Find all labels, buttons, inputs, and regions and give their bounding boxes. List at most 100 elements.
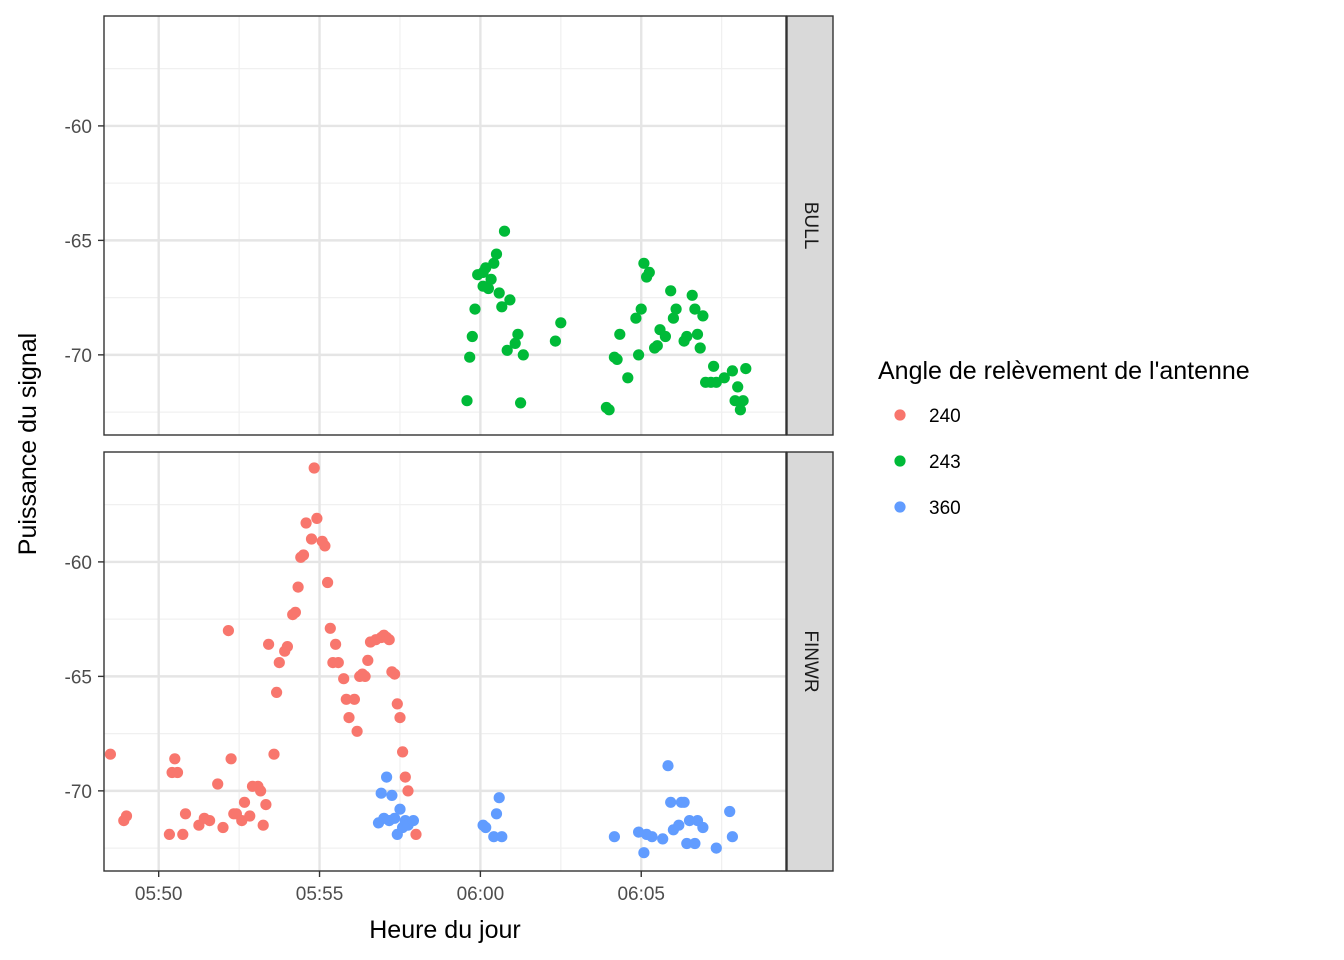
data-point [289, 606, 301, 618]
data-point [324, 622, 336, 634]
data-point [359, 670, 371, 683]
data-point [332, 657, 344, 669]
data-point [225, 753, 237, 765]
panels-layer: BULL -60 -65 -70 FINWR -60 -65 -70 05:50 05:55 06:… [65, 15, 834, 905]
y-tick-label: -65 [65, 667, 92, 688]
data-point [281, 641, 293, 653]
data-point [260, 799, 272, 811]
data-point [292, 581, 304, 593]
data-point [549, 335, 562, 347]
data-point [501, 344, 513, 356]
data-point [737, 395, 749, 407]
x-tick-label: 06:00 [457, 884, 505, 905]
y-tick-label: -60 [65, 553, 92, 574]
legend-key-360 [894, 501, 906, 513]
data-point [177, 828, 189, 841]
data-point [381, 771, 393, 783]
data-point [673, 819, 685, 831]
data-point [340, 693, 352, 705]
data-point [169, 753, 181, 765]
data-point [263, 638, 275, 650]
panel-bull: BULL -60 -65 -70 [65, 15, 834, 436]
data-point [469, 303, 481, 315]
strip-background [786, 15, 834, 436]
data-point [496, 831, 508, 843]
data-point [362, 654, 374, 667]
data-point [635, 303, 647, 315]
data-point [651, 340, 663, 352]
series-243 [461, 225, 752, 416]
x-tick-label: 05:55 [296, 884, 344, 905]
data-point [268, 748, 280, 760]
legend-label-240: 240 [929, 406, 961, 427]
panel-finwr: FINWR -60 -65 -70 05:50 05:55 06:00 06:05 [65, 451, 834, 905]
data-point [391, 698, 403, 710]
y-axis-title: Puissance du signal [14, 333, 42, 555]
panel-border [103, 451, 787, 872]
data-point [694, 342, 706, 354]
data-point [490, 248, 503, 260]
data-point [718, 372, 730, 384]
data-point [667, 312, 680, 324]
y-tick-label: -70 [65, 346, 92, 367]
data-point [488, 831, 500, 843]
data-point [638, 257, 650, 269]
data-point [238, 796, 251, 808]
y-tick-label: -70 [65, 782, 92, 803]
data-point [638, 847, 650, 859]
data-point [222, 625, 234, 637]
data-point [732, 381, 744, 393]
data-point [611, 353, 623, 365]
data-point [691, 328, 704, 340]
data-point [681, 330, 693, 343]
data-point [104, 748, 116, 760]
data-point [689, 303, 701, 315]
data-point [555, 317, 567, 329]
data-point [659, 330, 672, 343]
data-point [493, 287, 505, 299]
data-point [683, 815, 696, 827]
data-point [466, 330, 478, 343]
data-point [517, 349, 529, 361]
data-point [515, 397, 527, 409]
data-point [383, 634, 395, 646]
data-point [271, 686, 283, 699]
data-point [643, 266, 655, 278]
legend-key-240 [894, 409, 906, 421]
data-point [389, 668, 401, 680]
data-point [734, 404, 747, 416]
data-point [496, 301, 508, 313]
data-point [319, 540, 331, 552]
data-point [179, 808, 192, 820]
data-point [300, 517, 312, 529]
data-point [670, 303, 682, 315]
data-point [678, 796, 690, 808]
y-tick-label: -60 [65, 117, 92, 138]
data-point [351, 725, 363, 737]
data-point [697, 310, 709, 322]
data-point [217, 821, 229, 834]
data-point [726, 831, 739, 843]
data-point [608, 831, 621, 843]
legend: Angle de relèvement de l'antenne 240 243 3… [878, 357, 1250, 519]
data-point [244, 810, 256, 822]
data-point [498, 225, 511, 237]
legend-key-243 [894, 455, 906, 467]
data-point [394, 712, 406, 724]
data-point [710, 842, 722, 854]
data-point [726, 365, 739, 377]
data-point [461, 395, 473, 407]
data-point [204, 815, 216, 827]
series-240 [104, 462, 422, 841]
data-point [490, 808, 503, 820]
data-point [622, 372, 634, 384]
data-point [464, 351, 476, 363]
data-point [311, 512, 323, 525]
data-point [330, 638, 342, 650]
data-point [389, 812, 401, 824]
data-point [480, 821, 492, 834]
data-point [348, 693, 360, 705]
panel-border [103, 15, 787, 436]
strip-label: FINWR [800, 630, 821, 692]
data-point [686, 289, 698, 301]
